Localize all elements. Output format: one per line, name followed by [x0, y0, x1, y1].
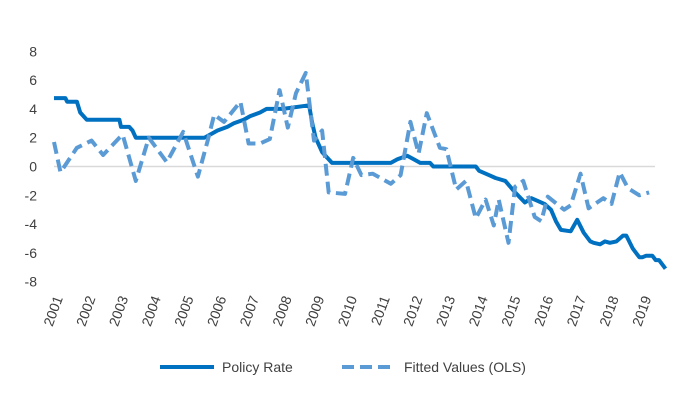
- x-tick-label: 2010: [334, 293, 360, 328]
- x-tick-label: 2008: [269, 293, 295, 328]
- x-tick-label: 2009: [302, 293, 328, 328]
- series-lines: [52, 70, 668, 270]
- series-line-policy-rate: [54, 96, 668, 270]
- x-tick-label: 2016: [531, 293, 557, 328]
- x-tick-label: 2018: [596, 293, 622, 328]
- x-tick-label: 2003: [106, 293, 132, 328]
- x-tick-label: 2004: [138, 293, 164, 328]
- legend-label-policy-rate: Policy Rate: [222, 359, 293, 375]
- legend-label-fitted-values: Fitted Values (OLS): [404, 359, 526, 375]
- y-tick-label: 4: [29, 101, 37, 117]
- x-tick-label: 2013: [433, 293, 459, 328]
- y-axis-tick-labels: 8 6 4 2 0 -2 -4 -6 -8: [25, 43, 38, 289]
- x-tick-label: 2001: [40, 293, 66, 328]
- x-tick-label: 2015: [498, 293, 524, 328]
- x-tick-label: 2002: [73, 293, 99, 328]
- y-tick-label: 6: [29, 72, 37, 88]
- x-tick-label: 2017: [563, 293, 589, 328]
- x-tick-label: 2011: [367, 293, 392, 327]
- x-axis-tick-labels: 2001 2002 2003 2004 2005 2006 2007 2008 2009 2010…: [40, 293, 654, 328]
- y-tick-label: -2: [25, 187, 38, 203]
- x-tick-label: 2014: [465, 293, 491, 328]
- x-tick-label: 2019: [629, 293, 655, 328]
- y-tick-label: 2: [29, 130, 37, 146]
- y-tick-label: -4: [25, 216, 38, 232]
- legend: Policy Rate Fitted Values (OLS): [160, 359, 526, 375]
- y-tick-label: 0: [29, 159, 37, 175]
- x-tick-label: 2006: [204, 293, 230, 328]
- x-tick-label: 2005: [171, 293, 197, 328]
- series-line-fitted-values: [52, 70, 650, 245]
- y-tick-label: 8: [29, 43, 37, 59]
- x-tick-label: 2007: [236, 293, 262, 328]
- x-tick-label: 2012: [400, 293, 426, 328]
- y-tick-label: -6: [25, 245, 38, 261]
- y-tick-label: -8: [25, 274, 38, 290]
